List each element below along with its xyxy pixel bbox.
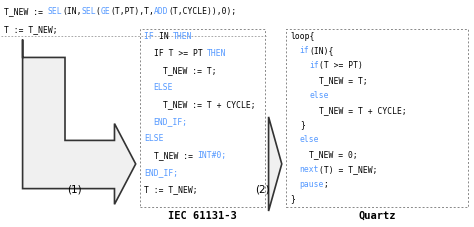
Text: if: if — [300, 47, 310, 55]
Text: THEN: THEN — [207, 49, 227, 58]
Text: T_NEW = T + CYCLE;: T_NEW = T + CYCLE; — [319, 106, 406, 115]
Text: T := T_NEW;: T := T_NEW; — [4, 25, 57, 34]
Text: T_NEW = 0;: T_NEW = 0; — [309, 150, 358, 159]
Text: INT#0;: INT#0; — [197, 151, 227, 160]
Text: ELSE: ELSE — [144, 134, 164, 143]
Text: IF T >= PT: IF T >= PT — [154, 49, 207, 58]
Text: next: next — [300, 165, 319, 174]
Text: (T,PT),T,: (T,PT),T, — [110, 7, 154, 16]
Text: (IN){: (IN){ — [310, 47, 334, 55]
Text: END_IF;: END_IF; — [144, 168, 178, 177]
Polygon shape — [269, 117, 282, 211]
Text: (1): (1) — [67, 184, 82, 194]
Text: (T) = T_NEW;: (T) = T_NEW; — [319, 165, 378, 174]
Text: (T >= PT): (T >= PT) — [319, 61, 363, 70]
Text: ELSE: ELSE — [154, 83, 173, 92]
Text: T_NEW :=: T_NEW := — [154, 151, 198, 160]
Text: pause: pause — [300, 180, 324, 189]
Bar — [140, 30, 265, 207]
Text: THEN: THEN — [173, 32, 193, 41]
Text: (: ( — [96, 7, 100, 16]
Text: T_NEW := T + CYCLE;: T_NEW := T + CYCLE; — [163, 100, 255, 109]
Text: loop{: loop{ — [290, 32, 315, 41]
Text: SEL: SEL — [47, 7, 62, 16]
Text: else: else — [300, 135, 319, 144]
Bar — [286, 30, 468, 207]
Text: (2): (2) — [255, 184, 269, 194]
Text: Quartz: Quartz — [358, 211, 396, 221]
Text: T_NEW = T;: T_NEW = T; — [319, 76, 367, 85]
Text: (IN,: (IN, — [62, 7, 82, 16]
Text: if: if — [309, 61, 319, 70]
Text: IEC 61131-3: IEC 61131-3 — [168, 211, 237, 221]
Text: END_IF;: END_IF; — [154, 117, 188, 126]
Text: GE: GE — [100, 7, 110, 16]
Text: IF: IF — [144, 32, 159, 41]
Text: ADD: ADD — [154, 7, 169, 16]
Text: T_NEW := T;: T_NEW := T; — [163, 66, 217, 75]
Text: }: } — [290, 195, 295, 203]
Polygon shape — [23, 39, 136, 204]
Text: T_NEW :=: T_NEW := — [4, 7, 47, 16]
Text: IN: IN — [159, 32, 173, 41]
Text: SEL: SEL — [81, 7, 96, 16]
Text: ;: ; — [324, 180, 329, 189]
Text: else: else — [309, 91, 328, 100]
Text: T := T_NEW;: T := T_NEW; — [144, 185, 198, 194]
Text: (T,CYCLE)),0);: (T,CYCLE)),0); — [169, 7, 237, 16]
Text: }: } — [300, 121, 305, 129]
